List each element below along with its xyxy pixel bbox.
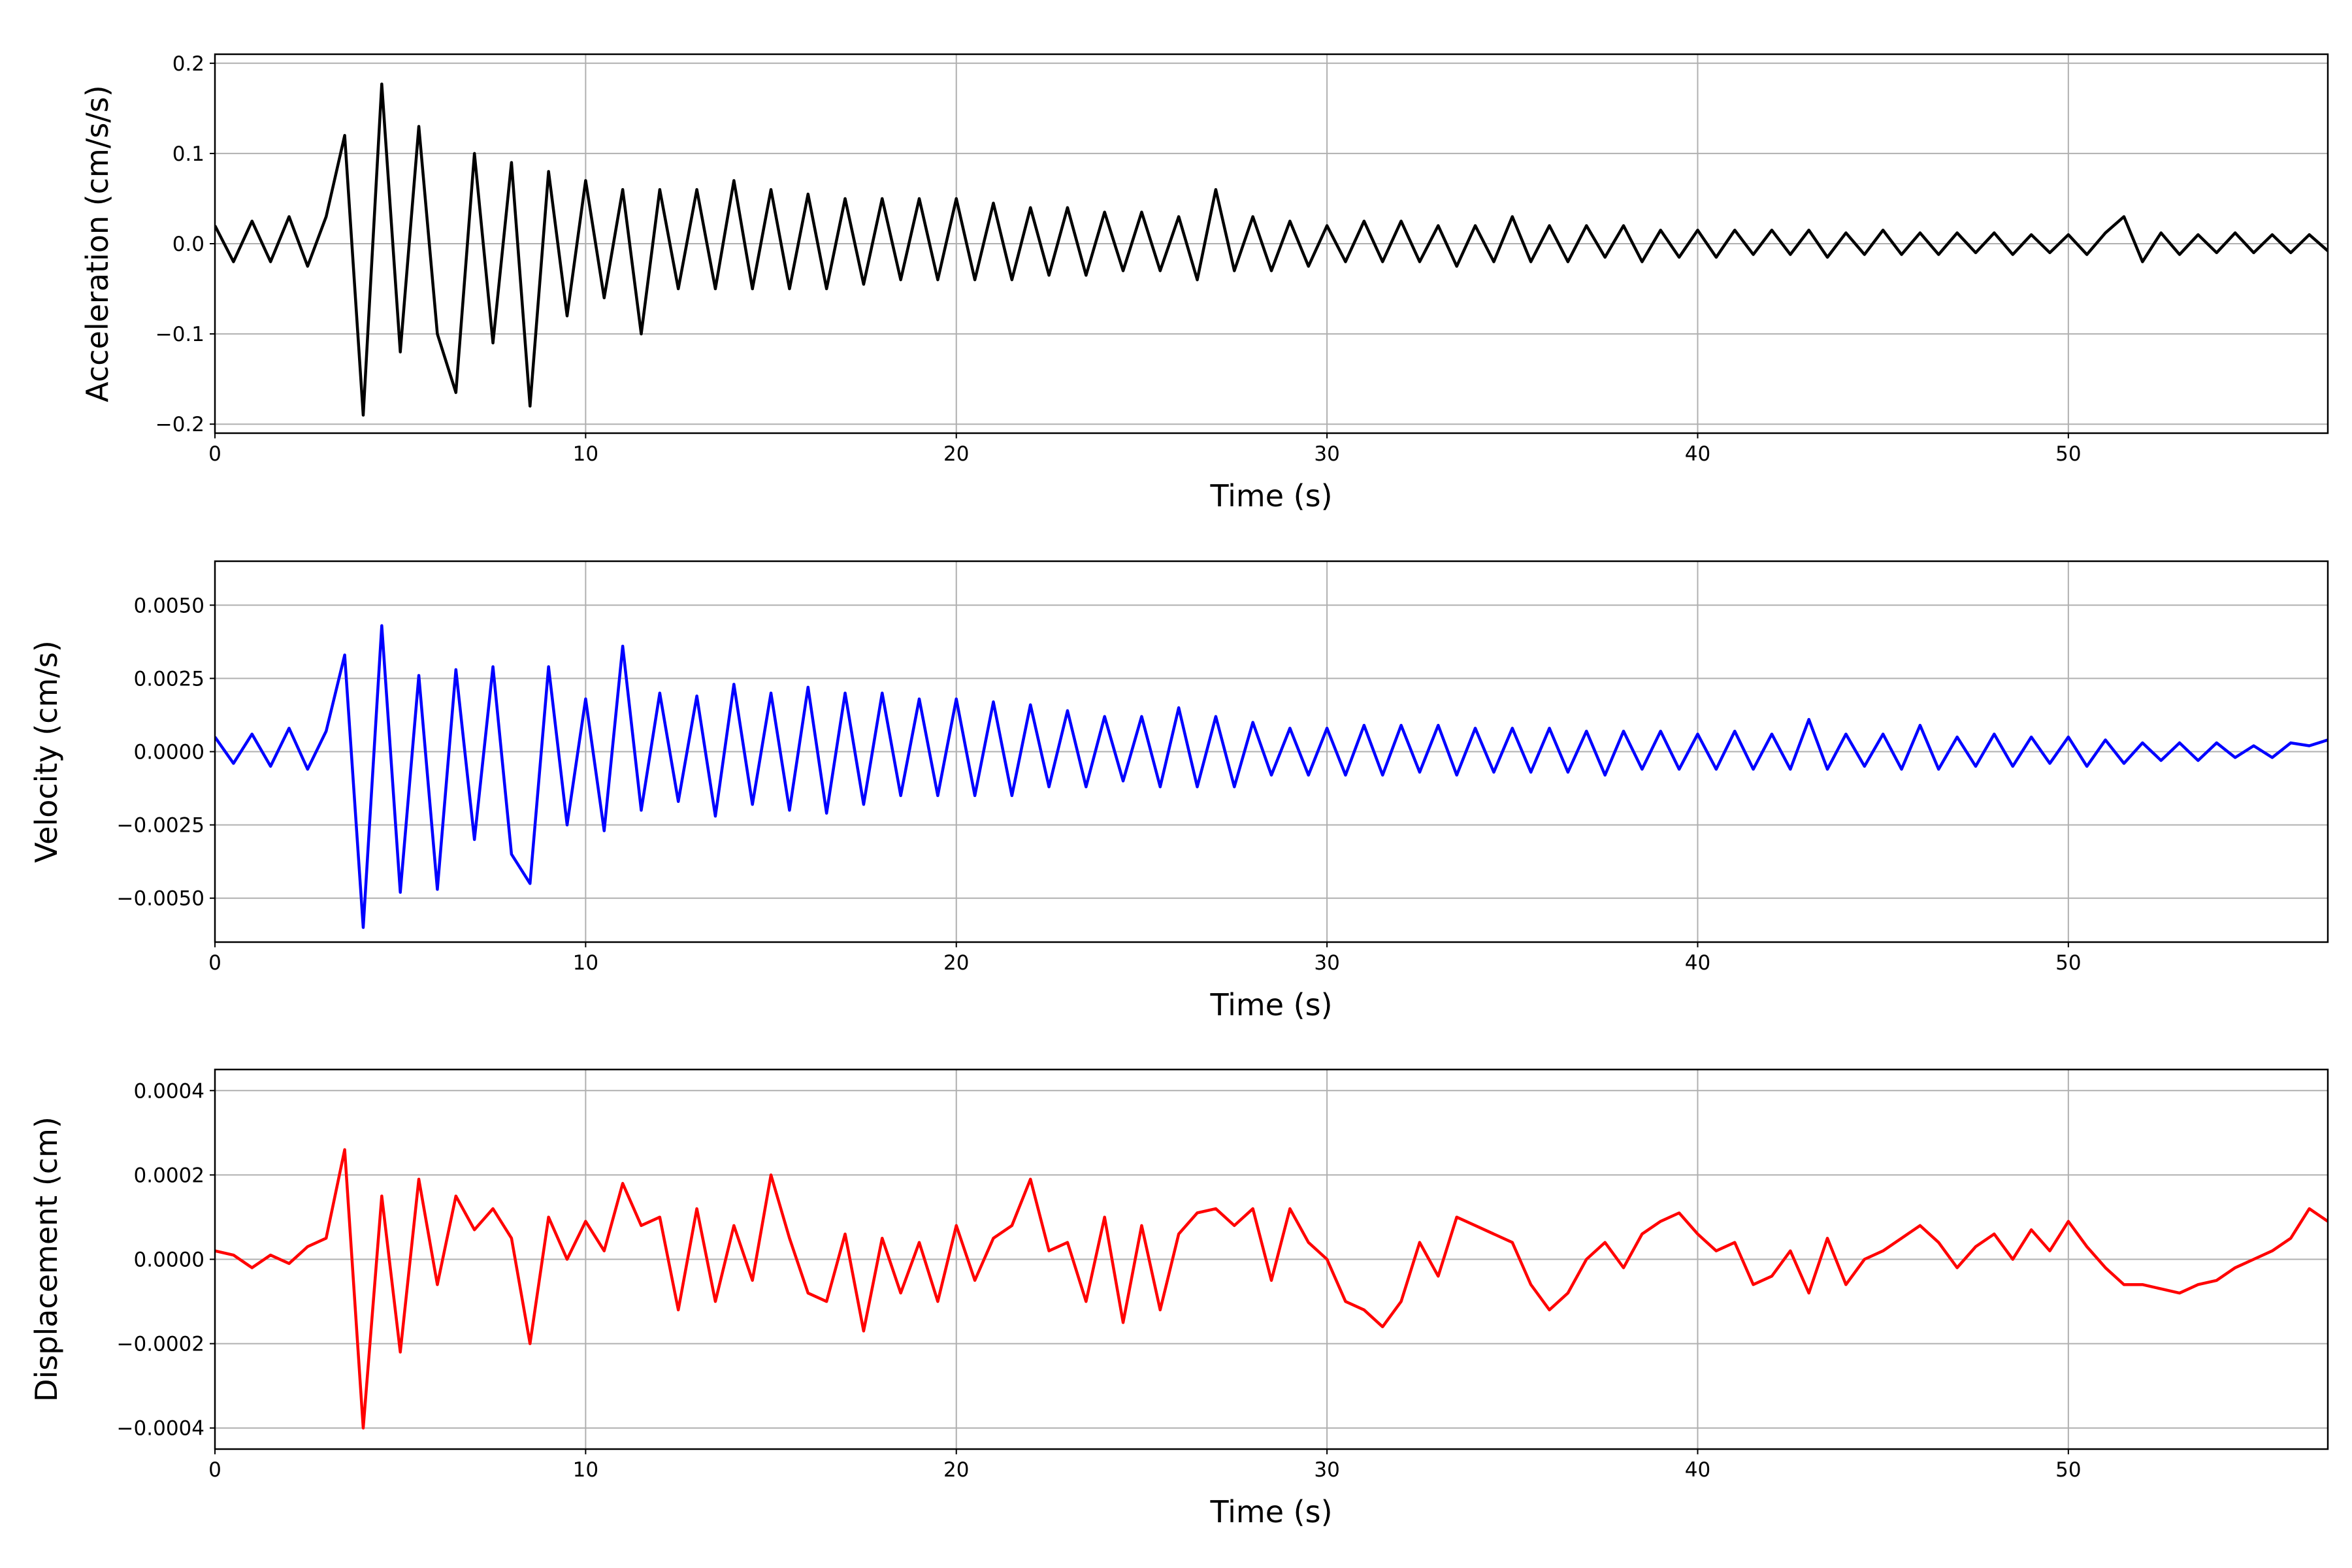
y-tick-label: 0.0002: [134, 1164, 204, 1187]
y-tick-label: 0.0050: [134, 594, 204, 617]
x-tick-label: 30: [1314, 442, 1339, 466]
y-tick-label: −0.0002: [117, 1333, 204, 1356]
plot-frame: [214, 53, 2329, 434]
x-tick-label: 30: [1314, 951, 1339, 975]
x-tick-label: 30: [1314, 1458, 1339, 1482]
x-tick-label: 10: [573, 442, 598, 466]
y-axis-label: Velocity (cm/s): [29, 640, 64, 863]
y-axis-label: Acceleration (cm/s/s): [80, 85, 115, 402]
x-tick-label: 10: [573, 1458, 598, 1482]
data-line: [215, 624, 2328, 929]
x-axis-label: Time (s): [1209, 478, 1332, 514]
y-tick-label: −0.0025: [117, 814, 204, 838]
x-tick-label: 40: [1685, 442, 1710, 466]
x-tick-label: 0: [208, 951, 221, 975]
x-tick-label: 0: [208, 442, 221, 466]
y-tick-label: 0.2: [172, 52, 204, 76]
x-tick-label: 10: [573, 951, 598, 975]
y-tick-label: −0.2: [155, 413, 204, 436]
y-axis-label: Displacement (cm): [29, 1117, 64, 1402]
y-tick-label: 0.0: [172, 233, 204, 256]
data-line: [215, 82, 2328, 417]
x-tick-label: 50: [2055, 951, 2081, 975]
x-tick-label: 50: [2055, 1458, 2081, 1482]
y-tick-label: −0.0050: [117, 887, 204, 911]
data-line: [215, 1148, 2328, 1429]
x-tick-label: 40: [1685, 951, 1710, 975]
x-axis-label: Time (s): [1209, 987, 1332, 1022]
plot-frame: [214, 560, 2329, 943]
x-tick-label: 20: [943, 442, 969, 466]
x-tick-label: 0: [208, 1458, 221, 1482]
x-tick-label: 20: [943, 1458, 969, 1482]
x-tick-label: 20: [943, 951, 969, 975]
y-tick-label: 0.0025: [134, 667, 204, 691]
x-tick-label: 50: [2055, 442, 2081, 466]
x-axis-label: Time (s): [1209, 1494, 1332, 1529]
y-tick-label: 0.0004: [134, 1079, 204, 1103]
y-tick-label: −0.0004: [117, 1417, 204, 1441]
y-tick-label: 0.0000: [134, 1249, 204, 1272]
plot-frame: [214, 1068, 2329, 1450]
y-tick-label: 0.1: [172, 142, 204, 166]
y-tick-label: 0.0000: [134, 741, 204, 764]
x-tick-label: 40: [1685, 1458, 1710, 1482]
y-tick-label: −0.1: [155, 323, 204, 346]
